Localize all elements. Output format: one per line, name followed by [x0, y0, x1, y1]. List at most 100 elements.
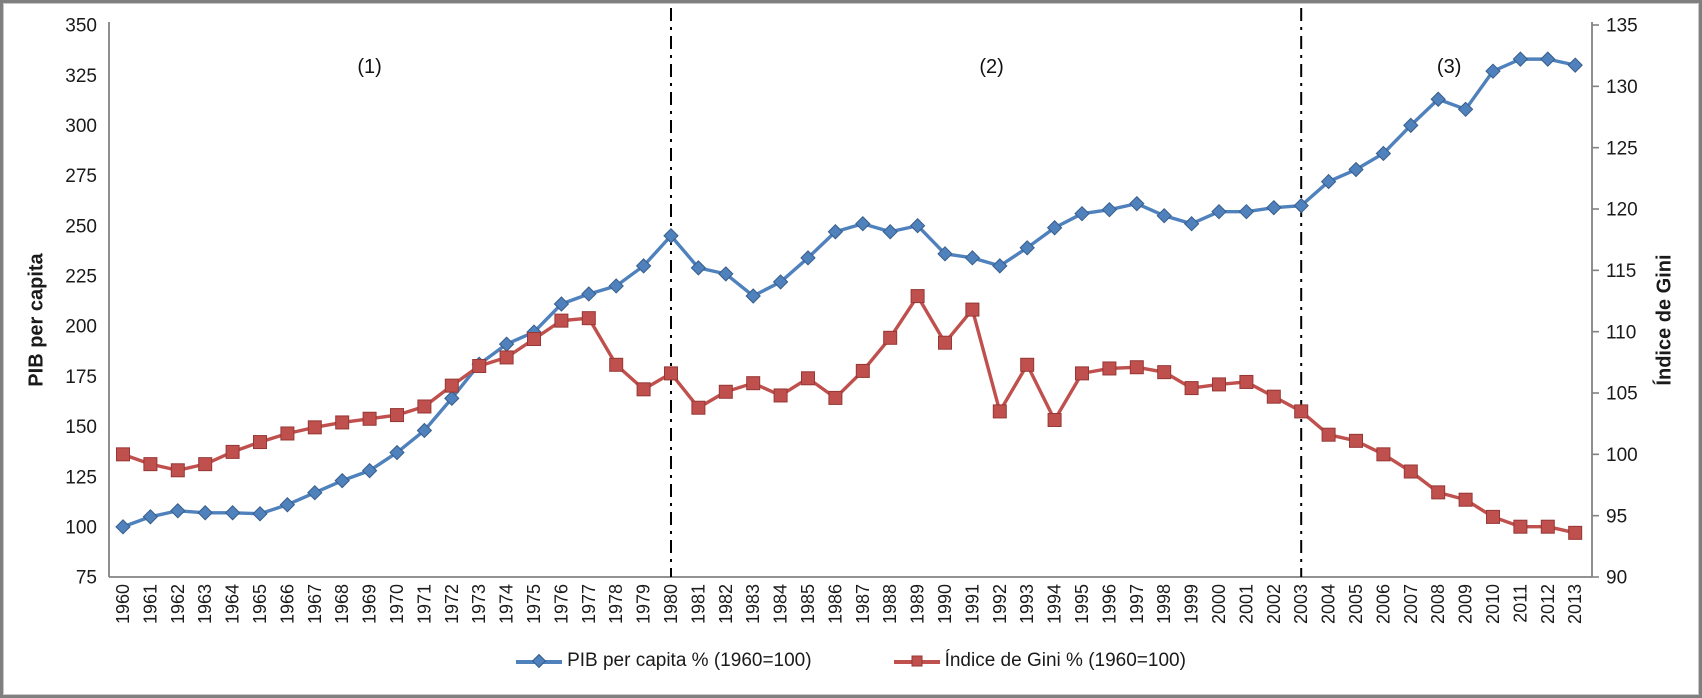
x-axis-tick-label: 1975 — [524, 584, 544, 624]
pib-data-point-marker — [307, 484, 323, 501]
x-axis-tick-label: 2006 — [1373, 584, 1393, 624]
gini-data-point-marker — [636, 382, 651, 397]
x-axis-tick-label: 1990 — [935, 584, 955, 624]
gini-data-point-marker — [1376, 447, 1391, 462]
right-axis-tick-label: 100 — [1606, 445, 1638, 466]
x-axis-tick-label: 1981 — [688, 584, 708, 624]
gini-data-point-marker — [499, 350, 514, 365]
pib-data-point-marker — [1348, 161, 1364, 178]
gini-data-point-marker — [828, 390, 843, 405]
gini-data-point-marker — [1403, 464, 1418, 479]
pib-data-point-marker — [252, 506, 268, 522]
gini-data-point-marker — [335, 415, 350, 430]
gini-data-point-marker — [1047, 412, 1062, 427]
pib-data-point-marker — [1567, 57, 1583, 73]
x-axis-tick-label: 1968 — [332, 584, 352, 624]
gini-data-point-marker — [280, 426, 295, 441]
right-axis-tick-label: 135 — [1606, 16, 1638, 37]
right-axis-tick-label: 90 — [1606, 568, 1627, 589]
x-axis-tick-label: 1998 — [1154, 584, 1174, 624]
pib-data-point-marker — [1183, 216, 1200, 232]
x-axis-tick-label: 2002 — [1264, 584, 1284, 624]
x-axis-tick-label: 1973 — [469, 584, 489, 624]
pib-data-point-marker — [718, 266, 734, 282]
left-axis-tick-label: 300 — [65, 116, 97, 137]
pib-data-point-marker — [1375, 145, 1392, 162]
gini-data-point-marker — [1102, 361, 1117, 376]
pib-data-point-marker — [937, 246, 953, 262]
x-axis-tick-label: 2012 — [1538, 584, 1558, 624]
pib-data-point-marker — [279, 497, 296, 513]
gini-data-point-marker — [1349, 433, 1363, 448]
gini-data-point-marker — [1568, 525, 1583, 540]
pib-data-point-marker — [690, 260, 707, 276]
x-axis-tick-label: 1965 — [250, 584, 270, 624]
gini-data-point-marker — [554, 313, 569, 328]
pib-data-point-marker — [800, 250, 816, 266]
x-axis-tick-label: 1985 — [798, 584, 818, 624]
gini-data-point-marker — [1266, 389, 1281, 404]
x-axis-tick-label: 1982 — [716, 584, 736, 624]
gini-data-point-marker — [143, 457, 158, 472]
x-axis-tick-label: 2010 — [1483, 584, 1503, 624]
pib-data-point-marker — [553, 296, 570, 312]
right-axis-tick-label: 125 — [1606, 138, 1638, 159]
x-axis-tick-label: 1997 — [1127, 584, 1147, 624]
x-axis-tick-label: 1971 — [414, 584, 434, 624]
left-axis-tick-label: 225 — [65, 267, 97, 288]
x-axis-tick-label: 1972 — [442, 584, 462, 624]
pib-data-point-marker — [855, 216, 871, 232]
pib-data-point-marker — [361, 462, 378, 479]
pib-data-point-marker — [581, 286, 597, 302]
pib-data-point-marker — [745, 288, 761, 304]
gini-data-point-marker — [746, 376, 761, 391]
x-axis-tick-label: 1966 — [277, 584, 297, 624]
x-axis-tick-label: 2001 — [1236, 584, 1256, 624]
left-axis-tick-label: 275 — [65, 166, 97, 187]
gini-data-point-marker — [444, 378, 459, 393]
x-axis-tick-label: 1987 — [853, 584, 873, 624]
pib-data-point-marker — [827, 224, 844, 240]
pib-data-point-marker — [224, 505, 241, 521]
gini-data-point-marker — [1458, 492, 1473, 507]
x-axis-tick-label: 1967 — [305, 584, 325, 624]
left-axis-tick-label: 250 — [65, 216, 97, 237]
gini-data-point-marker — [664, 366, 678, 381]
gini-data-point-marker — [1239, 374, 1254, 389]
x-axis-tick-label: 1994 — [1045, 584, 1065, 624]
pib-data-point-marker — [389, 444, 405, 461]
x-axis-tick-label: 2007 — [1401, 584, 1421, 624]
right-axis-title: Índice de Gini — [1653, 254, 1676, 386]
gini-data-point-marker — [170, 463, 185, 478]
pib-data-point-marker — [115, 519, 131, 535]
gini-data-point-marker — [581, 311, 596, 326]
pib-data-point-marker — [992, 258, 1008, 274]
pib-data-point-marker — [1293, 197, 1309, 214]
gini-data-point-marker — [1212, 377, 1226, 392]
x-axis-tick-label: 1976 — [551, 584, 571, 624]
x-axis-tick-label: 1983 — [743, 584, 763, 624]
gini-data-point-marker — [910, 289, 925, 304]
gini-data-point-marker — [1075, 366, 1089, 381]
x-axis-tick-label: 2009 — [1456, 584, 1476, 624]
pib-data-point-marker — [1512, 51, 1529, 67]
pib-data-point-marker — [142, 509, 159, 525]
gini-data-point-marker — [417, 399, 432, 414]
pib-data-point-marker — [964, 250, 981, 266]
pib-data-point-marker — [1403, 117, 1419, 134]
pib-series-swatch-icon — [516, 653, 563, 669]
x-axis-tick-label: 1979 — [634, 584, 654, 624]
pib-data-point-marker — [416, 422, 433, 439]
pib-data-point-marker — [1046, 220, 1063, 236]
gini-data-point-marker — [883, 330, 898, 345]
x-axis-tick-label: 2000 — [1209, 584, 1229, 624]
x-axis-tick-label: 2013 — [1565, 584, 1585, 624]
gini-data-point-marker — [609, 357, 624, 372]
gini-series-line — [121, 294, 1577, 535]
gini-data-point-marker — [362, 411, 377, 426]
x-axis-tick-label: 1996 — [1099, 584, 1119, 624]
x-axis-tick-label: 1980 — [661, 584, 681, 624]
x-axis-tick-label: 2004 — [1319, 584, 1339, 624]
gini-data-point-marker — [1486, 509, 1500, 524]
gini-data-point-marker — [718, 384, 733, 399]
